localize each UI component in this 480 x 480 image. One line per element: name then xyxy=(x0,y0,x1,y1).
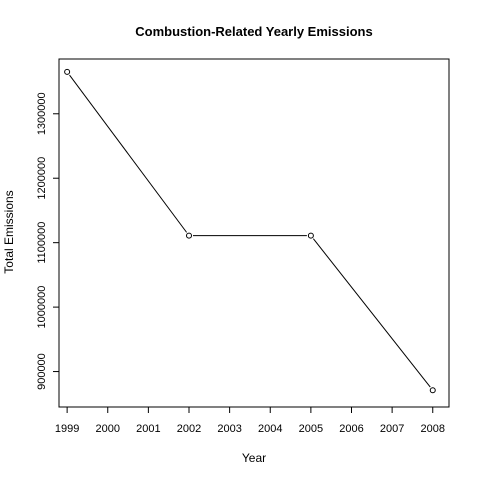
series-layer xyxy=(64,68,436,394)
data-point xyxy=(307,232,314,239)
y-tick-label: 1000000 xyxy=(36,286,48,329)
chart-title: Combustion-Related Yearly Emissions xyxy=(135,24,372,39)
x-tick-label: 2003 xyxy=(217,423,241,435)
x-axis: 1999 2000 2001 2002 2003 2004 2005 2006 2007 2008 xyxy=(55,406,445,435)
x-tick-label: 2000 xyxy=(96,423,120,435)
x-tick-label: 2002 xyxy=(177,423,201,435)
y-tick-label: 1300000 xyxy=(36,92,48,135)
series-line-segment xyxy=(69,74,188,233)
y-tick-label: 1200000 xyxy=(36,157,48,200)
data-point xyxy=(186,232,192,239)
y-tick-label: 900000 xyxy=(36,353,48,390)
x-tick-label: 2007 xyxy=(380,423,404,435)
data-point xyxy=(64,68,71,75)
y-axis: 900000 1000000 1100000 1200000 1300000 xyxy=(36,92,60,390)
x-tick-label: 2001 xyxy=(136,423,160,435)
x-axis-label: Year xyxy=(242,451,266,465)
data-point xyxy=(429,387,436,394)
x-tick-label: 2004 xyxy=(258,423,282,435)
series-line-segment xyxy=(312,238,431,388)
y-axis-label: Total Emissions xyxy=(2,190,16,273)
x-tick-label: 1999 xyxy=(55,423,79,435)
x-tick-label: 2008 xyxy=(421,423,445,435)
y-tick-label: 1100000 xyxy=(36,222,48,264)
x-tick-label: 2006 xyxy=(339,423,363,435)
x-tick-label: 2005 xyxy=(299,423,323,435)
